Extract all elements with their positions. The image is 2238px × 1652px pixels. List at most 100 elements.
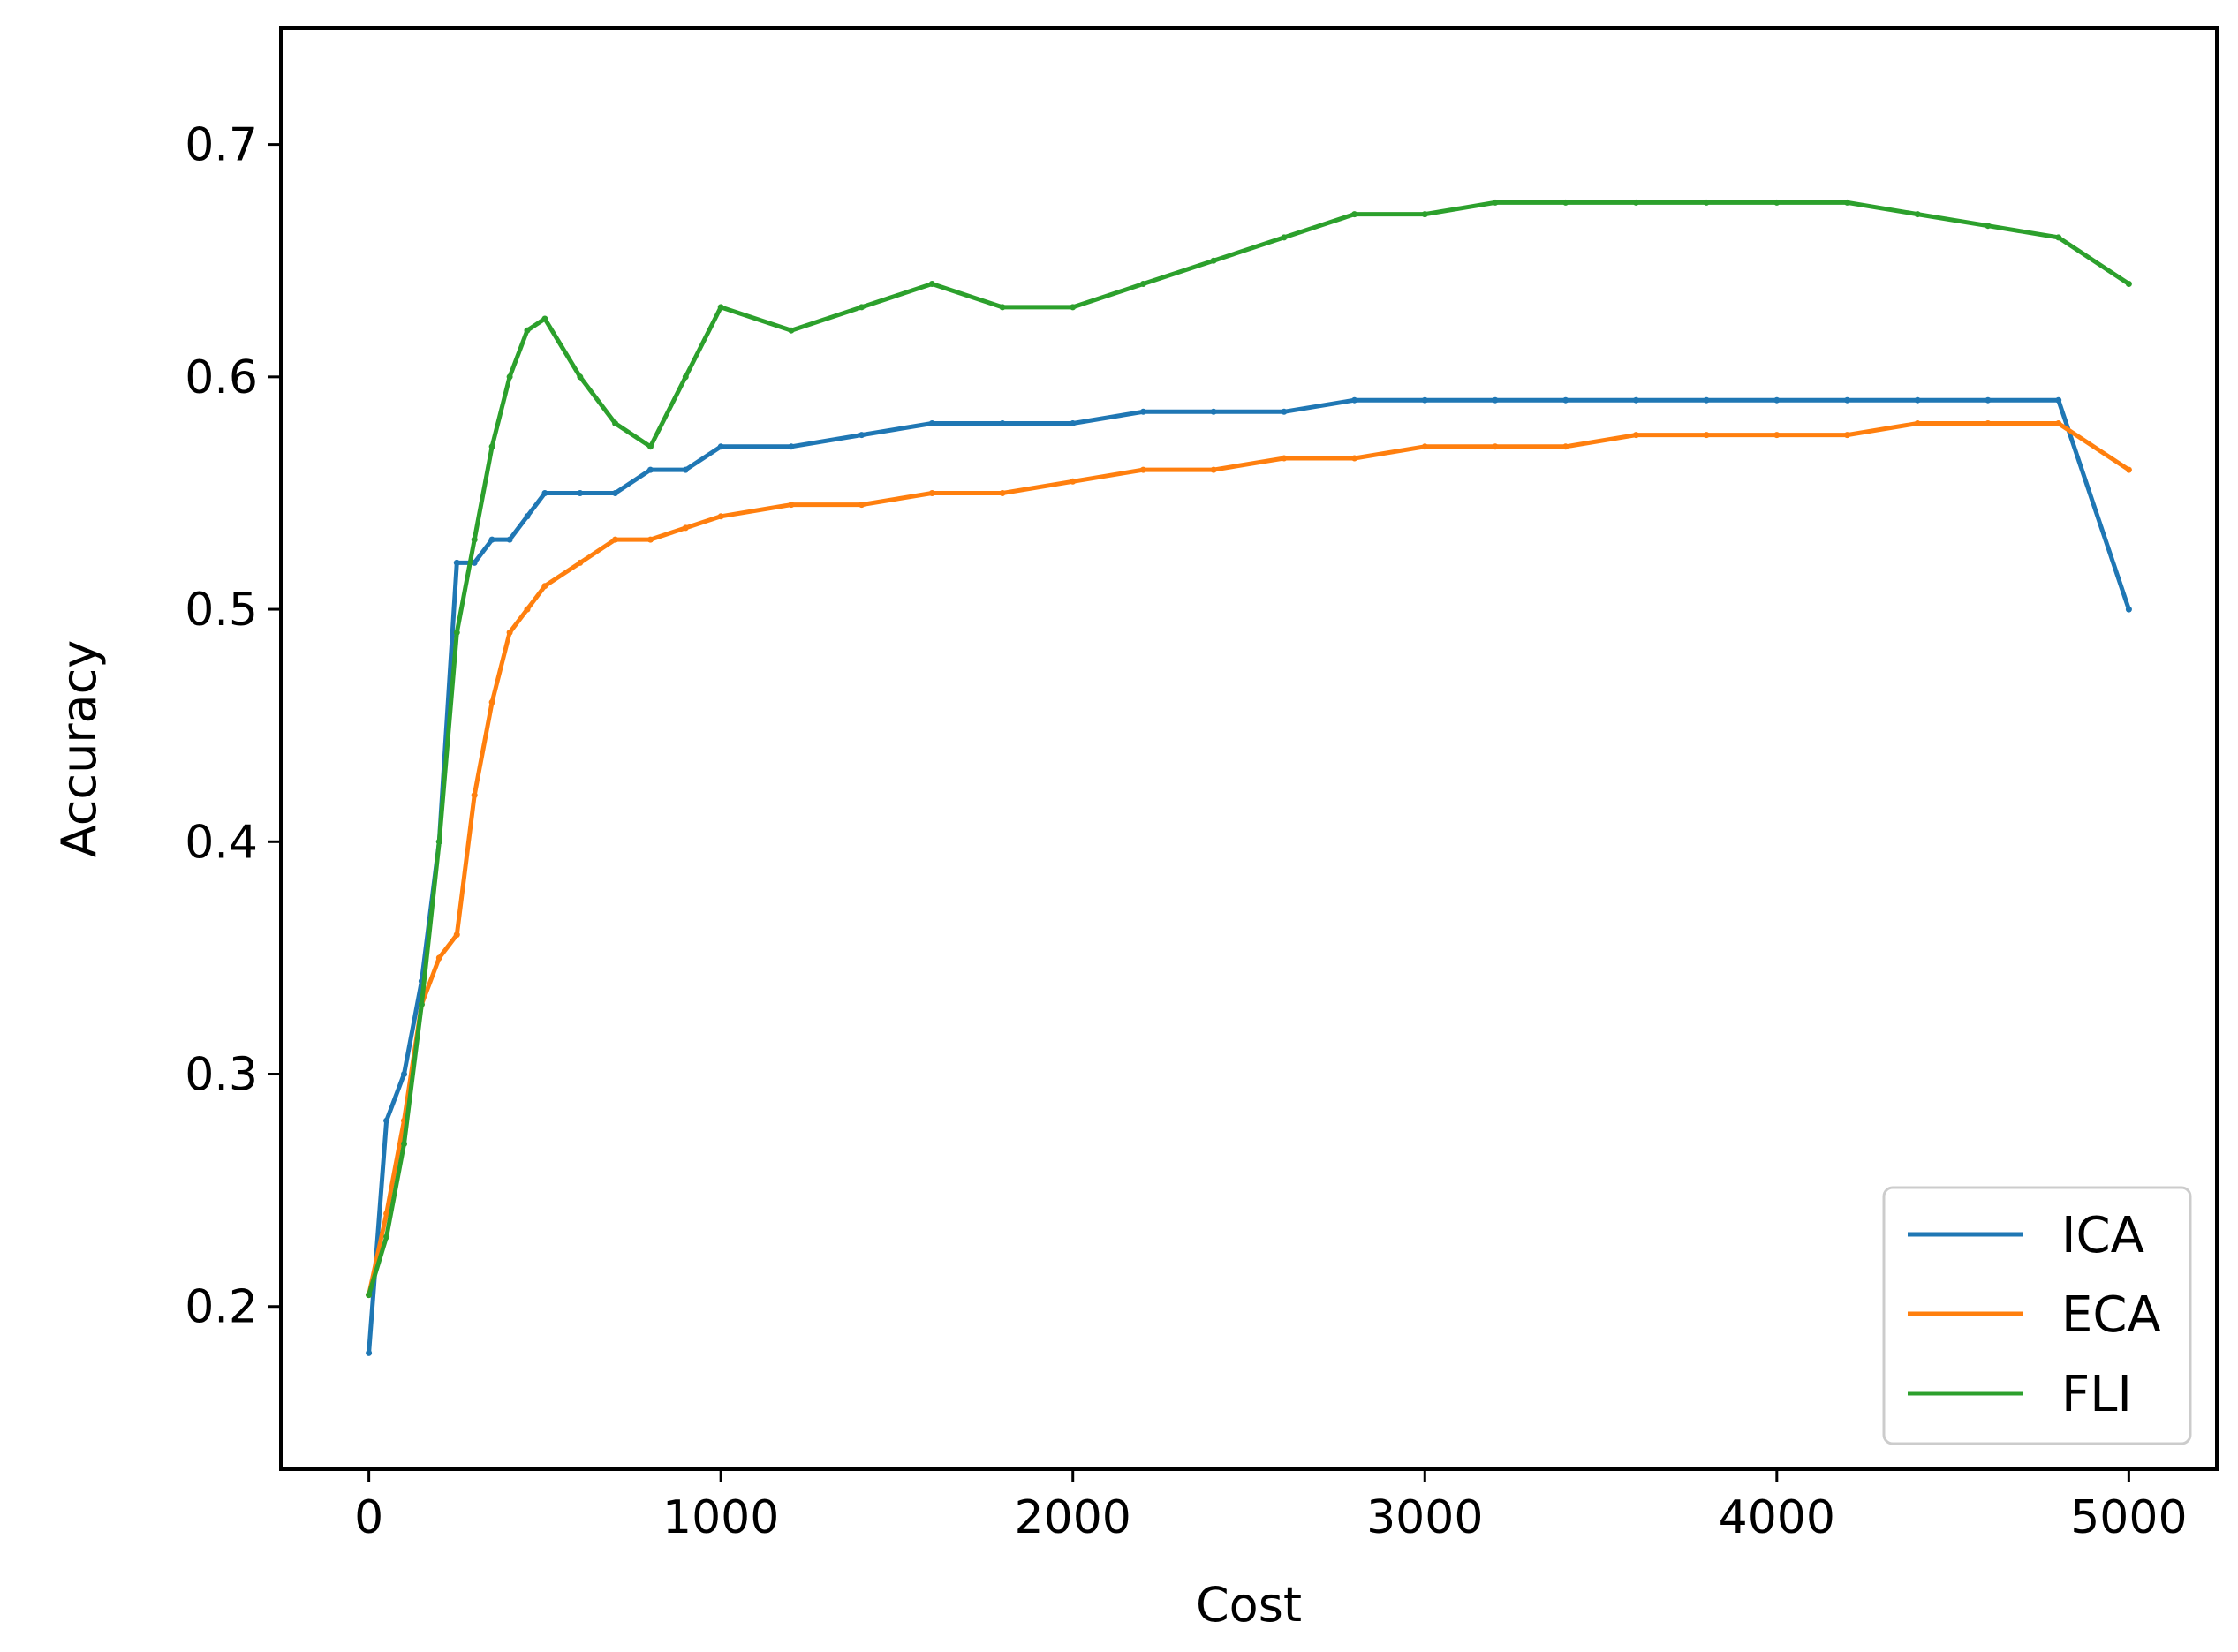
data-point-eca bbox=[453, 932, 460, 939]
data-point-ica bbox=[1985, 396, 1992, 404]
data-point-eca bbox=[1281, 455, 1288, 462]
y-tick-label: 0.3 bbox=[185, 1049, 258, 1102]
legend-label-eca: ECA bbox=[2061, 1286, 2161, 1344]
data-point-eca bbox=[2055, 420, 2062, 426]
data-point-fli bbox=[453, 629, 460, 636]
data-point-fli bbox=[418, 1001, 425, 1007]
data-point-ica bbox=[471, 559, 478, 566]
data-point-fli bbox=[1914, 211, 1921, 218]
data-point-ica bbox=[488, 536, 495, 543]
data-point-eca bbox=[524, 606, 531, 613]
data-point-fli bbox=[471, 536, 478, 543]
y-tick-label: 0.2 bbox=[185, 1281, 258, 1334]
data-point-eca bbox=[1985, 420, 1992, 426]
data-point-ica bbox=[612, 490, 619, 496]
data-point-eca bbox=[471, 792, 478, 799]
x-tick-label: 1000 bbox=[662, 1491, 779, 1544]
data-point-fli bbox=[999, 304, 1006, 311]
x-axis: 0 1000 2000 3000 4000 5000 bbox=[354, 1469, 2188, 1544]
y-tick-label: 0.4 bbox=[185, 816, 258, 869]
data-point-ica bbox=[858, 432, 866, 439]
series-line-eca bbox=[367, 421, 2131, 1298]
data-point-eca bbox=[1492, 443, 1499, 450]
data-point-eca bbox=[1562, 443, 1569, 450]
x-tick-label: 3000 bbox=[1366, 1491, 1483, 1544]
data-point-ica bbox=[1562, 396, 1569, 404]
legend-items: ICA ECA FLI bbox=[1908, 1207, 2161, 1423]
data-point-ica bbox=[1281, 408, 1288, 415]
data-point-ica bbox=[1844, 396, 1850, 404]
data-point-fli bbox=[435, 838, 442, 845]
data-point-eca bbox=[577, 559, 584, 566]
y-tick-label: 0.7 bbox=[185, 119, 258, 172]
y-axis-label: Accuracy bbox=[51, 640, 107, 858]
data-point-eca bbox=[682, 524, 689, 532]
data-point-fli bbox=[506, 373, 513, 381]
data-point-ica bbox=[1703, 396, 1710, 404]
data-point-fli bbox=[858, 304, 866, 311]
data-point-fli bbox=[1281, 234, 1288, 241]
data-point-eca bbox=[541, 583, 548, 590]
data-point-ica bbox=[2125, 606, 2132, 613]
data-point-eca bbox=[2125, 466, 2132, 473]
data-point-ica bbox=[1773, 396, 1781, 404]
data-point-fli bbox=[717, 304, 724, 311]
data-point-eca bbox=[1210, 466, 1217, 473]
data-point-fli bbox=[1492, 199, 1499, 206]
data-point-ica bbox=[1139, 408, 1146, 415]
data-point-ica bbox=[2055, 396, 2062, 404]
data-point-fli bbox=[2125, 281, 2132, 287]
legend-label-fli: FLI bbox=[2061, 1366, 2132, 1423]
data-point-fli bbox=[788, 327, 795, 334]
data-point-eca bbox=[788, 502, 795, 509]
data-point-fli bbox=[383, 1233, 390, 1241]
data-point-fli bbox=[682, 373, 689, 381]
legend-label-ica: ICA bbox=[2061, 1207, 2144, 1264]
data-point-ica bbox=[506, 536, 513, 543]
series-layer bbox=[366, 199, 2132, 1356]
data-point-fli bbox=[1351, 211, 1358, 218]
data-point-eca bbox=[1914, 420, 1921, 426]
y-tick-label: 0.5 bbox=[185, 584, 258, 637]
x-tick-label: 5000 bbox=[2070, 1491, 2187, 1544]
data-point-fli bbox=[928, 281, 935, 287]
data-point-eca bbox=[1351, 455, 1358, 462]
data-point-eca bbox=[506, 629, 513, 636]
data-point-fli bbox=[1844, 199, 1850, 206]
data-point-fli bbox=[1070, 304, 1077, 311]
data-point-eca bbox=[717, 513, 724, 520]
data-point-fli bbox=[1421, 211, 1428, 218]
data-point-ica bbox=[524, 513, 531, 520]
data-point-fli bbox=[577, 373, 584, 381]
data-point-fli bbox=[541, 315, 548, 322]
data-point-ica bbox=[1351, 396, 1358, 404]
data-point-ica bbox=[682, 466, 689, 473]
data-point-fli bbox=[366, 1292, 373, 1299]
data-point-fli bbox=[647, 443, 654, 450]
data-point-fli bbox=[1210, 257, 1217, 264]
data-point-eca bbox=[647, 536, 654, 543]
data-point-eca bbox=[1421, 443, 1428, 450]
data-point-fli bbox=[612, 420, 619, 426]
data-point-eca bbox=[1703, 432, 1710, 439]
data-point-fli bbox=[1562, 199, 1569, 206]
data-point-eca bbox=[858, 502, 866, 509]
data-point-eca bbox=[1773, 432, 1781, 439]
data-point-ica bbox=[1492, 396, 1499, 404]
x-axis-label: Cost bbox=[1196, 1577, 1302, 1633]
data-point-eca bbox=[612, 536, 619, 543]
x-tick-label: 4000 bbox=[1719, 1491, 1835, 1544]
data-point-eca bbox=[1844, 432, 1850, 439]
data-point-ica bbox=[1210, 408, 1217, 415]
legend-box bbox=[1882, 1186, 2192, 1445]
x-tick-label: 2000 bbox=[1015, 1491, 1131, 1544]
data-point-ica bbox=[717, 443, 724, 450]
data-point-ica bbox=[1421, 396, 1428, 404]
data-point-ica bbox=[577, 490, 584, 496]
data-point-fli bbox=[524, 327, 531, 334]
data-point-fli bbox=[1632, 199, 1639, 206]
data-point-fli bbox=[401, 1141, 407, 1147]
data-point-fli bbox=[488, 443, 495, 450]
data-point-ica bbox=[647, 466, 654, 473]
